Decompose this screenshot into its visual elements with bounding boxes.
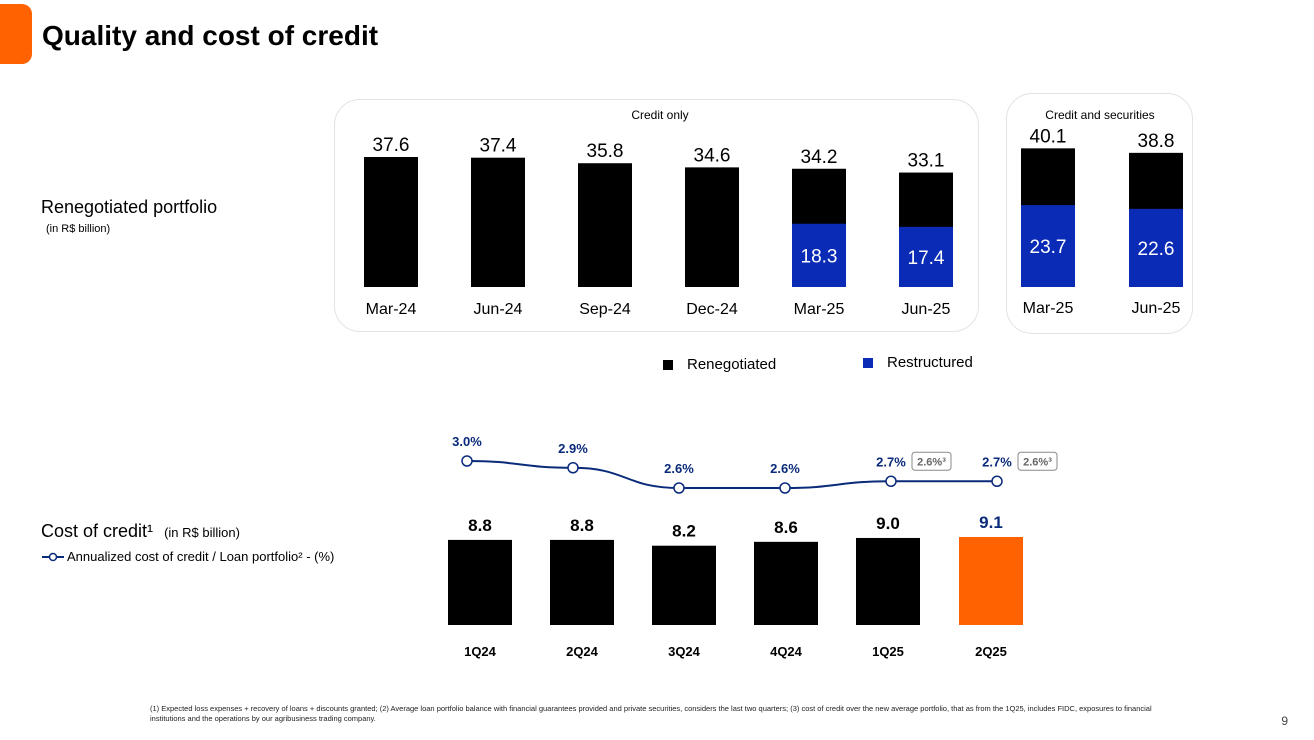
alt-ratio-label: 2.6%³ (917, 456, 946, 468)
restructured-swatch (863, 357, 873, 368)
cost-ratio-point (461, 455, 473, 467)
total-value-label: 37.4 (480, 136, 517, 157)
cost-value-label: 8.2 (672, 522, 696, 541)
bar-renegotiated (578, 163, 632, 287)
category-label: Jun-24 (474, 301, 523, 318)
total-value-label: 38.8 (1138, 131, 1175, 152)
renegotiated-unit: (in R$ billion) (46, 223, 111, 235)
credit-only-panel (334, 99, 979, 332)
bar-restructured (899, 226, 953, 287)
restructured-value-label: 17.4 (908, 248, 945, 269)
quarter-label: 1Q24 (464, 644, 497, 659)
bar-restructured (1021, 205, 1075, 287)
category-label: Mar-24 (366, 301, 417, 318)
cost-ratio-point (779, 482, 791, 494)
total-value-label: 37.6 (373, 135, 410, 156)
cost-ratio-label: 2.6% (664, 461, 694, 476)
cost-ratio-point (673, 482, 685, 494)
brand-accent-tab (0, 4, 32, 64)
legend-restructured-label: Restructured (887, 354, 973, 371)
cost-of-credit-label: Cost of credit¹ (in R$ billion) (41, 521, 240, 542)
cost-of-credit-chart: 8.8 1Q24 8.8 2Q24 8.2 3Q24 8.6 4Q24 9.0 1Q25 9.1 2Q… (448, 434, 1058, 659)
legend-renegotiated-label: Renegotiated (687, 356, 777, 373)
cost-value-label: 8.6 (774, 518, 798, 537)
cost-value-label: 8.8 (570, 516, 594, 535)
bar-restructured (792, 223, 846, 287)
renegotiated-chart: 37.6 Mar-24 37.4 Jun-24 35.8 Sep-24 34.6 Dec-24… (364, 126, 1183, 318)
restructured-value-label: 23.7 (1030, 237, 1067, 258)
alt-ratio-badge (911, 451, 952, 471)
legend-renegotiated: Renegotiated (663, 356, 776, 373)
renegotiated-label: Renegotiated portfolio (41, 197, 218, 217)
cost-ratio-point (885, 475, 897, 487)
page-title: Quality and cost of credit (42, 20, 379, 51)
category-label: Mar-25 (1023, 300, 1074, 317)
cost-bar (856, 537, 920, 625)
bar-renegotiated (364, 157, 418, 287)
cost-ratio-label: 2.6% (770, 461, 800, 476)
total-value-label: 33.1 (908, 151, 945, 172)
category-label: Mar-25 (794, 301, 845, 318)
cost-ratio-point (991, 475, 1003, 487)
total-value-label: 34.6 (694, 145, 731, 166)
cost-of-credit-unit: (in R$ billion) (164, 525, 240, 540)
bar-renegotiated (685, 167, 739, 287)
restructured-value-label: 18.3 (801, 246, 838, 267)
bar-restructured (1129, 208, 1183, 287)
cost-ratio-line (466, 460, 997, 489)
cost-bar (754, 541, 818, 625)
quarter-label: 3Q24 (668, 644, 701, 659)
page-number: 9 (1281, 714, 1288, 728)
cost-ratio-point (567, 462, 579, 474)
cost-line-legend: Annualized cost of credit / Loan portfol… (42, 549, 334, 564)
cost-ratio-label: 2.7% (876, 454, 906, 469)
alt-ratio-label: 2.6%³ (1023, 456, 1052, 468)
cost-bar (652, 545, 716, 625)
total-value-label: 34.2 (801, 147, 838, 168)
category-label: Jun-25 (1132, 300, 1181, 317)
alt-ratio-badge (1017, 451, 1058, 471)
credit-securities-title: Credit and securities (1045, 108, 1155, 122)
cost-line-legend-label: Annualized cost of credit / Loan portfol… (67, 549, 335, 564)
cost-bar (550, 539, 614, 625)
line-marker-icon (42, 552, 64, 561)
quarter-label: 2Q25 (975, 644, 1007, 659)
cost-value-label: 8.8 (468, 516, 492, 535)
category-label: Dec-24 (686, 301, 738, 318)
quarter-label: 1Q25 (872, 644, 904, 659)
credit-only-title: Credit only (631, 108, 689, 122)
cost-ratio-label: 2.9% (558, 441, 588, 456)
footnote: (1) Expected loss expenses + recovery of… (150, 704, 1152, 723)
category-label: Sep-24 (579, 301, 631, 318)
total-value-label: 35.8 (587, 141, 624, 162)
cost-of-credit-title: Cost of credit¹ (41, 521, 154, 541)
legend-restructured: Restructured (863, 354, 973, 371)
cost-value-label: 9.1 (979, 513, 1003, 532)
restructured-value-label: 22.6 (1138, 239, 1175, 260)
renegotiated-swatch (663, 359, 673, 370)
cost-bar (448, 539, 512, 625)
cost-ratio-label: 3.0% (452, 434, 482, 449)
quarter-label: 2Q24 (566, 644, 599, 659)
total-value-label: 40.1 (1030, 126, 1067, 147)
bar-renegotiated (471, 157, 525, 287)
cost-ratio-label: 2.7% (982, 454, 1012, 469)
category-label: Jun-25 (902, 301, 951, 318)
cost-value-label: 9.0 (876, 514, 900, 533)
cost-bar (959, 537, 1023, 625)
quarter-label: 4Q24 (770, 644, 803, 659)
